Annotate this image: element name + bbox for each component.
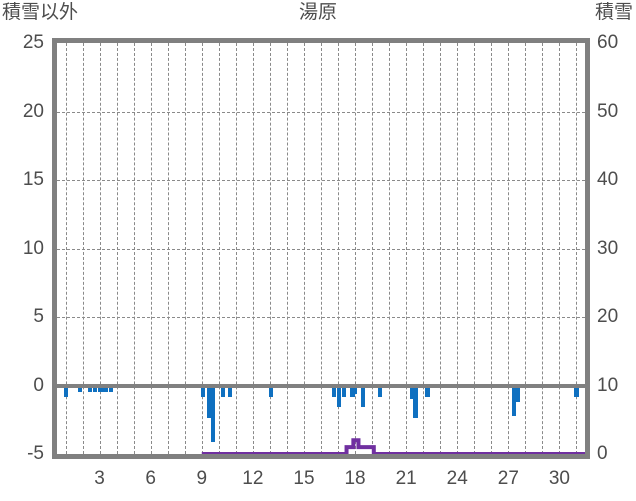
precipitation-bar bbox=[574, 385, 579, 398]
gridline-horizontal bbox=[57, 180, 585, 181]
precipitation-bar bbox=[108, 385, 113, 392]
left-axis-tick-label: 5 bbox=[33, 306, 44, 327]
snow-depth-path bbox=[201, 438, 585, 454]
page-title: 湯原 bbox=[298, 2, 337, 23]
right-axis-tick-label: 0 bbox=[597, 443, 608, 464]
gridline-horizontal bbox=[57, 317, 585, 318]
snow-depth-line bbox=[201, 438, 585, 454]
precipitation-bar bbox=[331, 385, 336, 398]
precipitation-bar bbox=[220, 385, 226, 398]
x-axis-tick-label: 3 bbox=[94, 468, 105, 489]
precipitation-bar bbox=[210, 385, 215, 442]
right-axis-tick-label: 40 bbox=[597, 169, 619, 190]
precipitation-bar bbox=[352, 385, 358, 394]
precipitation-bar bbox=[425, 385, 430, 398]
precipitation-bar bbox=[377, 385, 382, 398]
left-axis-tick-label: 0 bbox=[33, 374, 44, 396]
plot-area bbox=[57, 43, 585, 454]
precipitation-bar bbox=[77, 385, 83, 392]
precipitation-bar bbox=[336, 385, 341, 407]
x-axis-tick-label: 12 bbox=[242, 468, 264, 489]
zero-axis-line bbox=[57, 383, 585, 388]
precipitation-bar bbox=[93, 385, 98, 392]
left-axis-tick-label: 25 bbox=[22, 32, 44, 53]
precipitation-bar bbox=[512, 385, 517, 416]
precipitation-bar bbox=[410, 385, 415, 400]
precipitation-bar bbox=[103, 385, 108, 392]
right-axis-tick-label: 50 bbox=[597, 100, 619, 122]
precipitation-bar bbox=[88, 385, 93, 392]
precipitation-bar bbox=[268, 385, 273, 398]
left-axis-tick-label: 15 bbox=[22, 169, 44, 190]
precipitation-bar bbox=[64, 385, 69, 398]
precipitation-bar bbox=[98, 385, 103, 392]
left-axis-tick-label: -5 bbox=[27, 443, 44, 464]
right-axis-tick-label: 10 bbox=[597, 374, 619, 396]
precipitation-bar bbox=[227, 385, 232, 398]
right-axis-caption: 積雪 bbox=[594, 2, 633, 23]
precipitation-bar bbox=[341, 385, 347, 398]
left-axis-tick-label: 20 bbox=[22, 100, 44, 122]
precipitation-bar bbox=[200, 385, 205, 398]
precipitation-bar bbox=[350, 385, 355, 398]
right-axis-tick-label: 30 bbox=[597, 237, 619, 259]
precipitation-bar bbox=[515, 385, 520, 402]
x-axis-tick-label: 6 bbox=[145, 468, 156, 489]
x-axis-tick-label: 9 bbox=[196, 468, 208, 489]
x-axis-tick-label: 30 bbox=[548, 468, 570, 489]
precipitation-bar bbox=[207, 385, 212, 419]
x-axis-tick-label: 27 bbox=[497, 468, 519, 489]
x-axis-tick-label: 21 bbox=[395, 468, 417, 489]
x-axis-tick-label: 18 bbox=[344, 468, 366, 489]
precipitation-bar bbox=[360, 385, 365, 407]
gridline-horizontal bbox=[57, 248, 585, 250]
left-axis-tick-label: 10 bbox=[22, 237, 44, 259]
x-axis-tick-label: 24 bbox=[446, 468, 468, 489]
right-axis-tick-label: 20 bbox=[597, 306, 619, 327]
right-axis-tick-label: 60 bbox=[597, 32, 619, 53]
gridline-horizontal bbox=[57, 111, 585, 113]
left-axis-caption: 積雪以外 bbox=[2, 2, 79, 23]
x-axis-tick-label: 15 bbox=[293, 468, 315, 489]
precipitation-bar bbox=[413, 385, 418, 419]
